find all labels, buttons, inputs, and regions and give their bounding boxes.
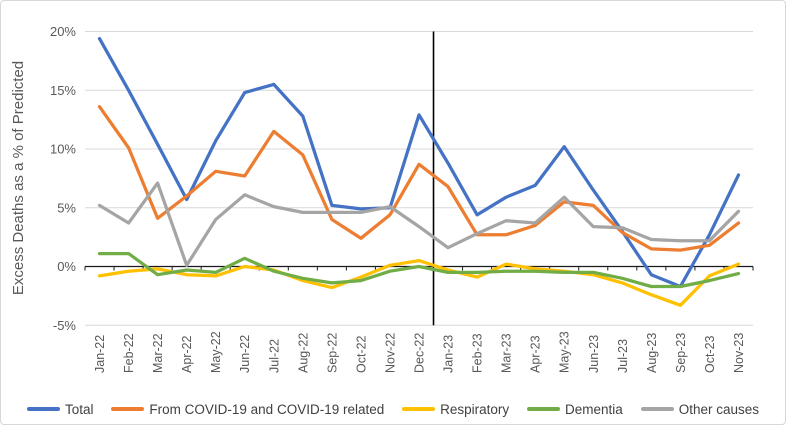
series-line-other-causes <box>97 181 741 267</box>
x-tick-label: Apr-22 <box>180 335 194 373</box>
legend-swatch-dementia <box>527 407 561 412</box>
x-tick-label: Jun-23 <box>587 335 601 373</box>
legend-label: Total <box>65 401 94 417</box>
legend-label: Other causes <box>678 401 759 417</box>
legend-swatch-respiratory <box>402 407 436 412</box>
x-tick-label: Jul-23 <box>616 339 630 373</box>
chart-legend: Total From COVID-19 and COVID-19 related R… <box>1 401 785 417</box>
x-tick-label: Oct-23 <box>703 335 717 373</box>
y-tick-label: 0% <box>57 259 76 274</box>
y-tick-label: 15% <box>50 83 76 98</box>
legend-item-total: Total <box>27 401 94 417</box>
x-tick-label: Jul-22 <box>267 339 281 373</box>
x-tick-label: Mar-23 <box>500 333 514 373</box>
chart-canvas: 20% 15% 10% 5% 0% -5% Jan-22 Feb-22 Mar-22 Apr-22… <box>10 24 754 373</box>
x-tick-label: Sep-22 <box>325 333 339 373</box>
legend-swatch-other-causes <box>640 407 674 412</box>
x-tick-label: May-23 <box>558 331 572 373</box>
x-tick-label: Aug-23 <box>645 333 659 373</box>
x-tick-label: Jan-23 <box>442 335 456 373</box>
legend-item-other-causes: Other causes <box>640 401 759 417</box>
x-tick-label: Nov-23 <box>732 333 746 373</box>
y-tick-label: 20% <box>50 24 76 39</box>
series-line-total <box>97 36 741 289</box>
x-tick-label: Aug-22 <box>296 333 310 373</box>
series-line-respiratory <box>97 258 741 307</box>
x-tick-label: Feb-23 <box>471 333 485 373</box>
x-tick-label: Nov-22 <box>383 333 397 373</box>
x-tick-label: Mar-22 <box>151 333 165 373</box>
x-tick-label: Feb-22 <box>122 333 136 373</box>
y-axis-title: Excess Deaths as a % of Predicted <box>10 61 27 295</box>
legend-label: Respiratory <box>440 401 510 417</box>
x-tick-label: Dec-22 <box>413 333 427 373</box>
y-tick-label: -5% <box>53 318 77 333</box>
legend-swatch-total <box>27 407 60 412</box>
legend-label: Dementia <box>565 401 623 417</box>
legend-label: From COVID-19 and COVID-19 related <box>149 401 385 417</box>
legend-item-dementia: Dementia <box>527 401 623 417</box>
x-tick-label: Jan-22 <box>93 335 107 373</box>
x-tick-label: May-22 <box>209 331 223 373</box>
x-tick-label: Jun-22 <box>238 335 252 373</box>
y-tick-label: 10% <box>50 142 76 157</box>
legend-item-respiratory: Respiratory <box>402 401 510 417</box>
series-line-dementia <box>97 251 741 289</box>
legend-swatch-from-covid-19-and-covid-19-related <box>111 407 145 412</box>
x-tick-label: Apr-23 <box>529 335 543 373</box>
x-tick-label: Sep-23 <box>674 333 688 373</box>
series-line-from-covid-19-and-covid-19-related <box>97 105 741 252</box>
legend-item-from-covid-19-and-covid-19-related: From COVID-19 and COVID-19 related <box>111 401 385 417</box>
x-tick-label: Oct-22 <box>354 335 368 373</box>
y-tick-label: 5% <box>57 200 76 215</box>
